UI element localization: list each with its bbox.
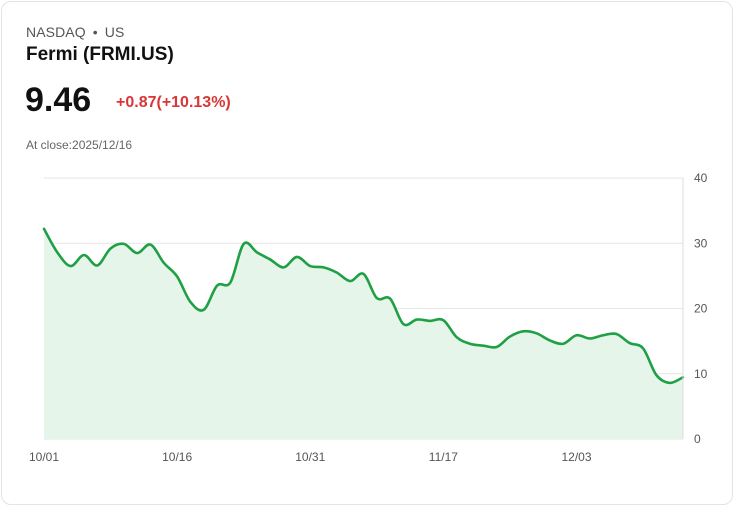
price-change: +0.87(+10.13%) <box>116 94 231 111</box>
y-tick-label: 20 <box>694 302 708 316</box>
stock-name: Fermi (FRMI.US) <box>26 44 174 65</box>
y-axis-ticks: 0 10 20 30 40 <box>694 171 708 446</box>
x-tick-label: 10/16 <box>162 450 192 464</box>
exchange-name: NASDAQ <box>26 24 86 40</box>
y-tick-label: 30 <box>694 236 708 250</box>
x-tick-label: 12/03 <box>561 450 591 464</box>
x-tick-label: 11/17 <box>429 450 458 464</box>
stock-price: 9.46 <box>25 81 92 119</box>
close-date: At close:2025/12/16 <box>26 138 133 152</box>
price-line <box>42 227 685 385</box>
y-tick-label: 10 <box>694 367 708 381</box>
x-tick-label: 10/01 <box>29 450 59 464</box>
x-axis-ticks: 10/01 10/16 10/31 11/17 12/03 <box>29 450 592 464</box>
exchange-line: NASDAQ • US <box>26 24 124 40</box>
y-tick-label: 40 <box>694 171 708 185</box>
y-tick-label: 0 <box>694 432 701 446</box>
price-area-fill <box>44 228 683 439</box>
separator-dot: • <box>92 24 98 40</box>
x-tick-label: 10/31 <box>295 450 325 464</box>
country: US <box>104 24 125 40</box>
